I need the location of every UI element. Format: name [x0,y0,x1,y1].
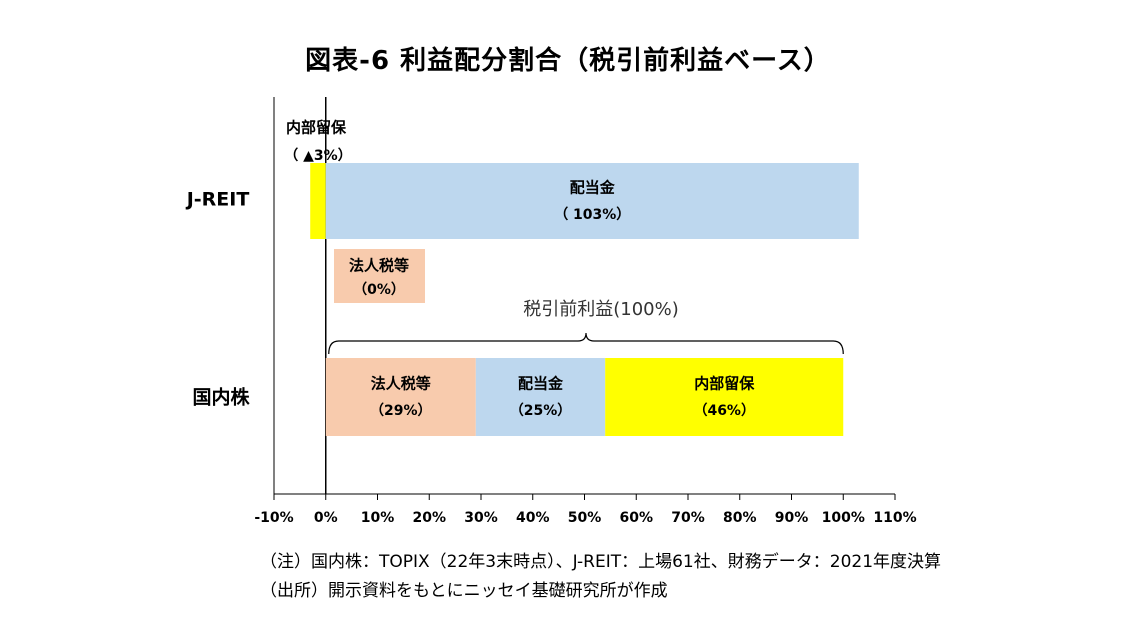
bar-jreit-retained [310,163,326,239]
x-tick-label: 100% [822,510,865,526]
x-tick-label: 50% [568,510,602,526]
note-source-definition: （注）国内株：TOPIX（22年3末時点）、J-REIT：上場61社、財務データ… [260,552,942,572]
bar-domestic-segment-1 [475,358,606,436]
bar-jreit-tax-callout [334,249,425,303]
bar-label-domestic-segment: 配当金 [518,375,564,393]
chart-title: 図表-6 利益配分割合（税引前利益ベース） [305,46,831,76]
x-tick-label: 0% [314,510,338,526]
x-tick-label: 80% [723,510,757,526]
bar-domestic-segment-2 [605,358,844,436]
bar-jreit-dividend [325,163,859,239]
bar-label-jreit-retained: 内部留保 [286,119,347,137]
x-tick-label: 40% [516,510,550,526]
bar-value-domestic-segment: （46%） [693,403,755,419]
bar-label-domestic-segment: 内部留保 [694,375,755,393]
x-tick-label: 30% [464,510,498,526]
x-tick-label: -10% [254,510,293,526]
bar-value-jreit-retained: （ ▲3%） [284,148,351,164]
x-tick-label: 70% [671,510,705,526]
bar-value-domestic-segment: （29%） [370,403,432,419]
category-label: J-REIT [185,189,250,211]
x-tick-label: 90% [775,510,809,526]
category-label: 国内株 [192,386,250,409]
brace-annotation-label: 税引前利益(100%) [523,299,679,320]
bar-label-jreit-dividend: 配当金 [570,179,616,197]
note-source-origin: （出所）開示資料をもとにニッセイ基礎研究所が作成 [260,581,668,601]
bar-label-jreit-tax: 法人税等 [349,257,409,275]
bar-value-jreit-dividend: （ 103%） [554,207,630,223]
x-tick-label: 60% [619,510,653,526]
x-tick-label: 110% [873,510,916,526]
bar-value-domestic-segment: （25%） [510,403,572,419]
bar-label-domestic-segment: 法人税等 [371,375,431,393]
bar-value-jreit-tax: （0%） [353,282,405,298]
brace-annotation [328,332,844,355]
x-tick-label: 10% [361,510,395,526]
bar-domestic-segment-0 [325,358,476,436]
x-tick-label: 20% [412,510,446,526]
